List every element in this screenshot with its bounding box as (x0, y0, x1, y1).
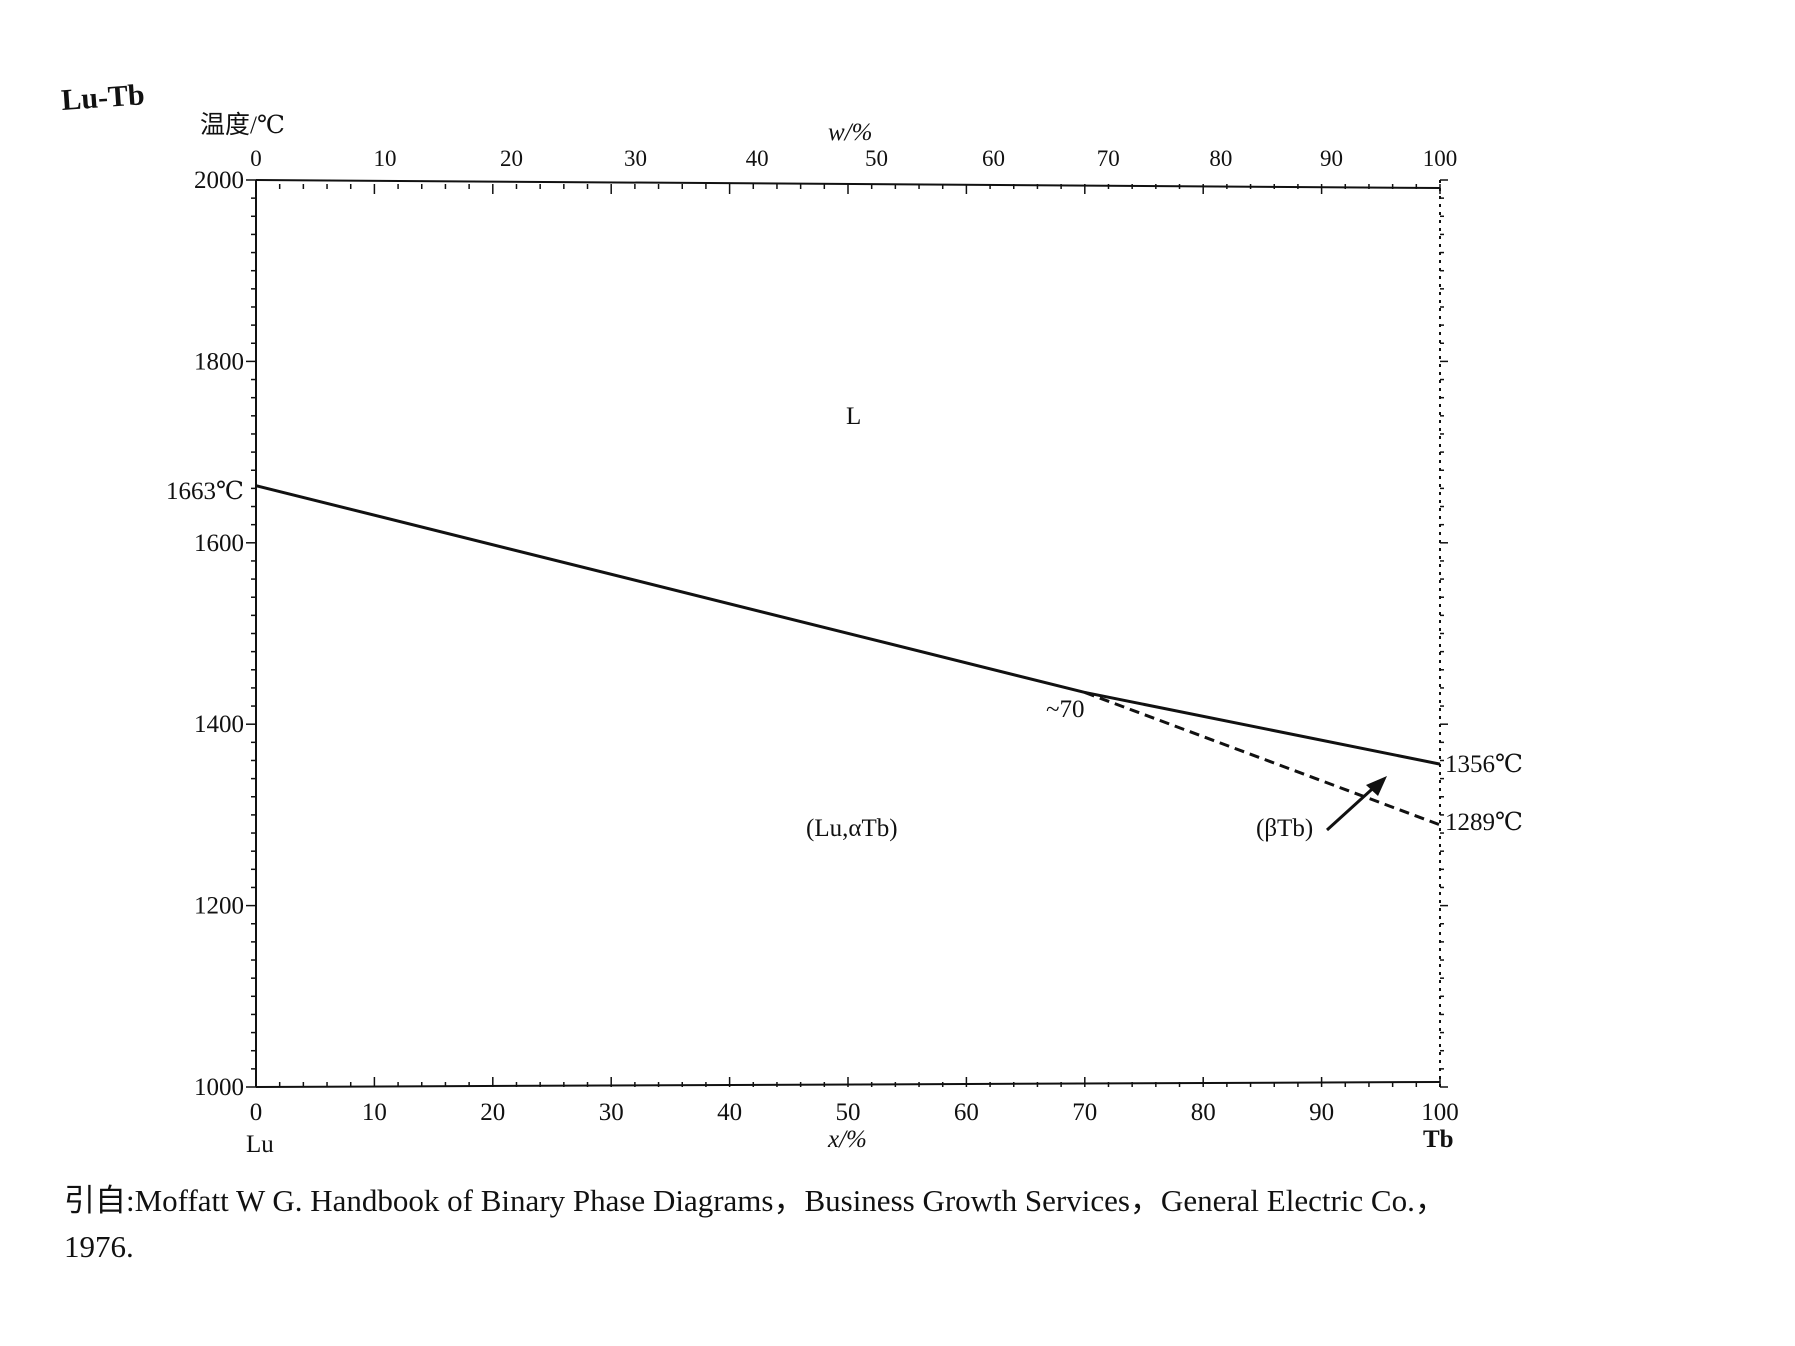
annotation-left-melting: 1663℃ (166, 478, 244, 505)
top-tick-label: 40 (746, 146, 769, 171)
annotation-eutectoid: ~70 (1046, 696, 1085, 723)
y-tick-label: 2000 (194, 167, 244, 194)
x-tick-label: 90 (1309, 1099, 1334, 1126)
top-tick-label: 20 (500, 146, 523, 171)
annotation-right-transform: 1289℃ (1445, 809, 1523, 836)
phase-label-liquid: L (846, 403, 861, 430)
top-tick-label: 90 (1320, 146, 1343, 171)
citation-line-1: 引自:Moffatt W G. Handbook of Binary Phase… (64, 1183, 1446, 1218)
x-tick-label: 100 (1421, 1099, 1459, 1126)
top-tick-label: 80 (1209, 146, 1232, 171)
top-tick-label: 0 (250, 146, 262, 171)
element-left-label: Lu (246, 1131, 274, 1158)
top-tick-label: 60 (982, 146, 1005, 171)
axis-ticks (246, 179, 1448, 1088)
annotation-right-melting: 1356℃ (1445, 751, 1523, 778)
y-tick-label: 1600 (194, 530, 244, 557)
beta-transformation-line (1084, 691, 1441, 827)
y-tick-label: 1200 (194, 893, 244, 920)
x-tick-label: 80 (1191, 1099, 1216, 1126)
y-tick-label: 1400 (194, 711, 244, 738)
top-tick-label: 70 (1097, 146, 1120, 171)
x-tick-label: 10 (362, 1099, 387, 1126)
y-tick-label: 1000 (194, 1074, 244, 1101)
phase-boundaries (255, 484, 1441, 827)
top-tick-label: 100 (1423, 146, 1458, 171)
top-tick-labels: 0 10 20 30 40 50 60 70 80 90 100 (250, 146, 1457, 171)
y-axis-title: 温度/℃ (200, 111, 285, 139)
bottom-axis-title: x/% (827, 1126, 867, 1153)
x-tick-label: 0 (250, 1099, 263, 1126)
y-tick-label: 1800 (194, 348, 244, 375)
y-tick-labels: 1000 1200 1400 1600 1800 2000 (194, 167, 244, 1101)
beta-arrow-head (1366, 776, 1387, 796)
top-tick-label: 10 (374, 146, 397, 171)
element-right-label: Tb (1423, 1126, 1454, 1153)
x-tick-label: 30 (599, 1099, 624, 1126)
x-tick-label: 60 (954, 1099, 979, 1126)
x-tick-label: 50 (836, 1099, 861, 1126)
citation-line-2: 1976. (64, 1229, 134, 1264)
x-tick-label: 70 (1072, 1099, 1097, 1126)
phase-label-beta: (βTb) (1256, 815, 1313, 842)
top-tick-label: 30 (624, 146, 647, 171)
phase-label-solid-solution: (Lu,αTb) (806, 815, 898, 842)
x-tick-label: 20 (480, 1099, 505, 1126)
system-title: Lu-Tb (60, 78, 145, 117)
top-tick-label: 50 (865, 146, 888, 171)
x-tick-label: 40 (717, 1099, 742, 1126)
citation: 引自:Moffatt W G. Handbook of Binary Phase… (64, 1178, 1744, 1270)
top-axis-title: w/% (828, 119, 872, 146)
x-tick-labels: 0 10 20 30 40 50 60 70 80 90 100 (250, 1099, 1459, 1126)
liquidus-solidus-line (255, 484, 1441, 766)
